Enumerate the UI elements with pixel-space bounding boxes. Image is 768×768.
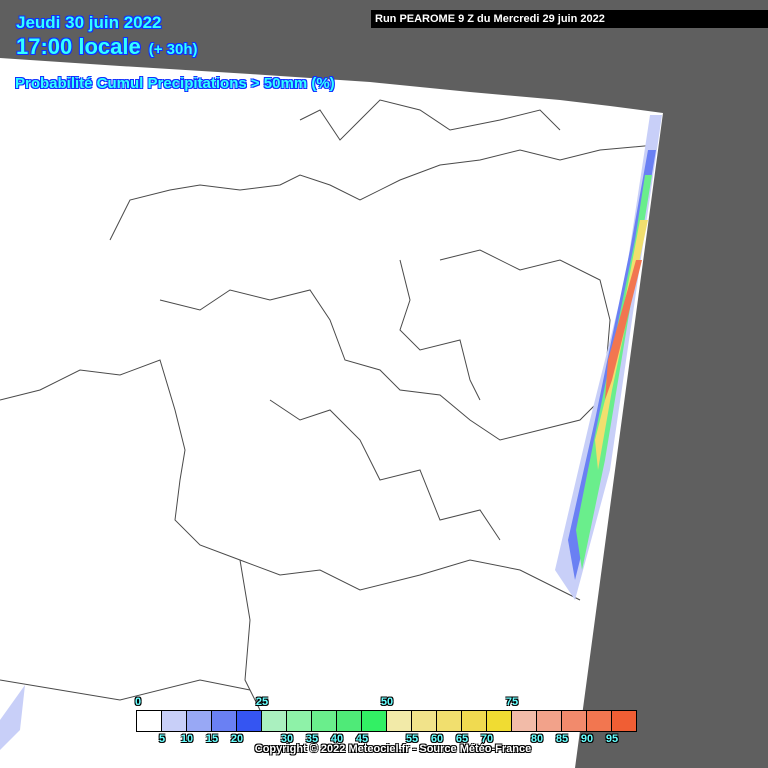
legend-swatch: [287, 711, 312, 731]
legend-swatch: [362, 711, 387, 731]
legend-minor-label: 45: [355, 733, 369, 745]
legend-major-label: 0: [134, 696, 142, 708]
model-domain: [0, 58, 663, 768]
legend-swatch: [387, 711, 412, 731]
legend-swatch: [587, 711, 612, 731]
country-borders: [0, 99, 656, 711]
legend-minor-label: 20: [230, 733, 244, 745]
legend-minor-label: 35: [305, 733, 319, 745]
legend-minor-label: 60: [430, 733, 444, 745]
legend-minor-label: 85: [555, 733, 569, 745]
legend-swatch: [562, 711, 587, 731]
legend-minor-label: 40: [330, 733, 344, 745]
legend-minor-label: 55: [405, 733, 419, 745]
legend-swatch: [537, 711, 562, 731]
legend-swatch: [437, 711, 462, 731]
legend-major-label: 50: [380, 696, 394, 708]
run-info: Run PEAROME 9 Z du Mercredi 29 juin 2022: [371, 10, 768, 28]
legend-minor-label: 15: [205, 733, 219, 745]
legend-minor-label: 5: [158, 733, 166, 745]
precipitation-probability: [0, 115, 662, 750]
legend-major-label: 25: [255, 696, 269, 708]
legend-swatch: [137, 711, 162, 731]
legend-swatch: [212, 711, 237, 731]
color-legend: [136, 710, 637, 732]
legend-minor-label: 95: [605, 733, 619, 745]
legend-swatch: [337, 711, 362, 731]
legend-swatch: [312, 711, 337, 731]
lead-time: (+ 30h): [148, 41, 198, 58]
legend-minor-label: 65: [455, 733, 469, 745]
legend-swatch: [162, 711, 187, 731]
copyright: Copyright © 2022 Meteociel.fr - Source M…: [254, 743, 532, 755]
forecast-date: Jeudi 30 juin 2022: [16, 13, 162, 32]
legend-swatch: [187, 711, 212, 731]
legend-minor-label: 90: [580, 733, 594, 745]
forecast-time: 17:00 locale (+ 30h): [16, 34, 198, 60]
legend-swatch: [412, 711, 437, 731]
legend-minor-label: 80: [530, 733, 544, 745]
legend-minor-label: 70: [480, 733, 494, 745]
legend-minor-label: 10: [180, 733, 194, 745]
legend-major-label: 75: [505, 696, 519, 708]
legend-swatch: [262, 711, 287, 731]
legend-swatch: [237, 711, 262, 731]
legend-swatch: [512, 711, 537, 731]
legend-swatch: [487, 711, 512, 731]
product-title: Probabilité Cumul Precipitations > 50mm …: [15, 75, 335, 92]
legend-minor-label: 30: [280, 733, 294, 745]
legend-swatch: [462, 711, 487, 731]
local-time: 17:00 locale: [16, 34, 141, 59]
legend-swatch: [612, 711, 636, 731]
